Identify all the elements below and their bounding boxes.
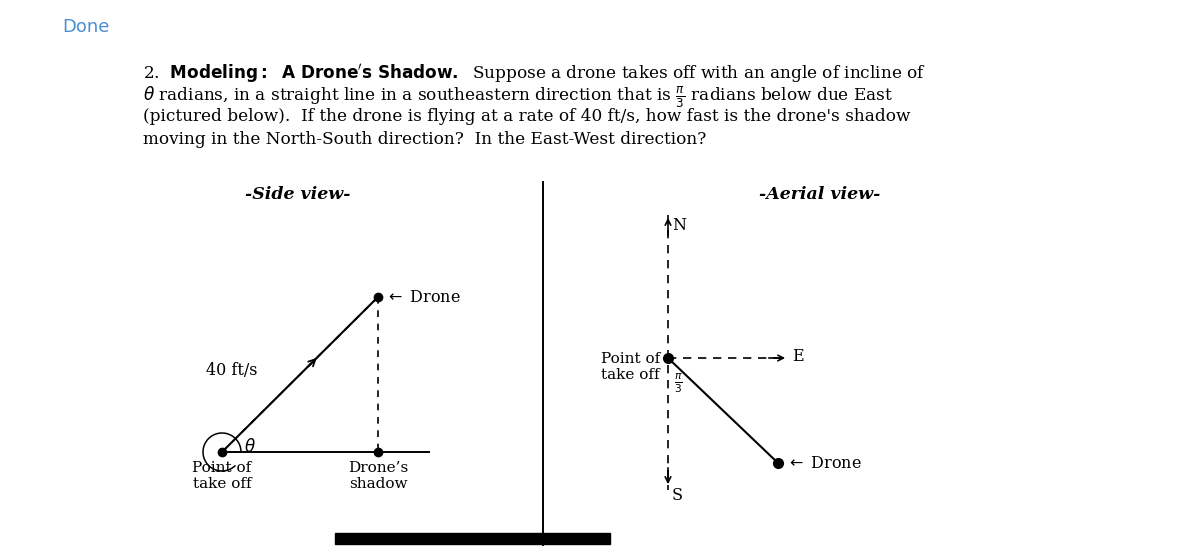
- Text: Drone’s
shadow: Drone’s shadow: [348, 461, 408, 491]
- Text: Done: Done: [62, 18, 109, 36]
- Text: 40 ft/s: 40 ft/s: [206, 362, 258, 379]
- Text: 2.  $\mathbf{Modeling:\ \ A\ Drone's\ Shadow.}$  Suppose a drone takes off with : 2. $\mathbf{Modeling:\ \ A\ Drone's\ Sha…: [143, 62, 925, 85]
- Text: $\theta$: $\theta$: [244, 438, 256, 456]
- Text: $\leftarrow$ Drone: $\leftarrow$ Drone: [786, 456, 862, 472]
- Text: (pictured below).  If the drone is flying at a rate of 40 ft/s, how fast is the : (pictured below). If the drone is flying…: [143, 108, 911, 125]
- Text: $\theta$ radians, in a straight line in a southeastern direction that is $\frac{: $\theta$ radians, in a straight line in …: [143, 85, 893, 110]
- Text: $\frac{\pi}{3}$: $\frac{\pi}{3}$: [674, 372, 683, 396]
- Bar: [335, 533, 610, 544]
- Text: -Side view-: -Side view-: [245, 186, 350, 203]
- Text: Point of
take off: Point of take off: [192, 461, 252, 491]
- Text: Point of
take off: Point of take off: [601, 352, 660, 382]
- Text: $\leftarrow$ Drone: $\leftarrow$ Drone: [385, 290, 461, 306]
- Text: N: N: [672, 217, 686, 234]
- Text: -Aerial view-: -Aerial view-: [760, 186, 881, 203]
- Text: moving in the North-South direction?  In the East-West direction?: moving in the North-South direction? In …: [143, 131, 707, 148]
- Text: S: S: [672, 487, 683, 504]
- Text: E: E: [792, 348, 804, 365]
